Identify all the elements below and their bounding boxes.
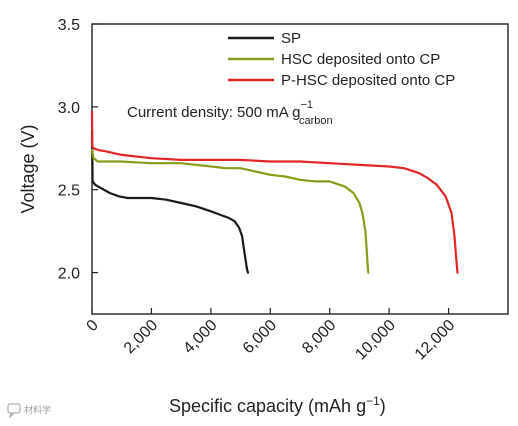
x-axis: 0 2,000 4,000 6,000 8,000 10,000 12,000 [84, 308, 459, 364]
x-axis-title-superscript: −1 [366, 394, 380, 408]
legend-label: SP [281, 30, 301, 47]
y-axis-title: Voltage (V) [18, 124, 38, 213]
x-tick-label: 4,000 [180, 317, 220, 357]
x-tick-label: 12,000 [412, 317, 459, 364]
y-axis: 2.0 2.5 3.0 3.5 [58, 17, 98, 283]
x-axis-title-close: ) [380, 396, 386, 416]
annotation-subscript: carbon [299, 115, 333, 127]
x-tick-label: 8,000 [299, 317, 339, 357]
quote-bubble-icon [7, 403, 21, 419]
x-axis-title: Specific capacity (mAh g−1) [169, 394, 386, 416]
annotation-main: Current density: 500 mA g [127, 104, 300, 121]
series-line-2 [90, 148, 370, 274]
legend-label: P-HSC deposited onto CP [281, 72, 455, 89]
x-tick-label: 2,000 [121, 317, 161, 357]
watermark-text: 材料学 [24, 404, 51, 416]
x-tick-label: 6,000 [240, 317, 280, 357]
series-line-3 [90, 110, 459, 274]
series-line-1 [90, 129, 250, 274]
watermark: 材料学 [7, 403, 51, 419]
y-tick-label: 2.5 [58, 183, 80, 200]
series-group [90, 110, 459, 274]
legend-label: HSC deposited onto CP [281, 51, 440, 68]
x-axis-title-main: Specific capacity (mAh g [169, 396, 366, 416]
current-density-annotation: Current density: 500 mA g−1 carbon [127, 99, 333, 127]
x-tick-label: 0 [84, 317, 102, 335]
y-tick-label: 2.0 [58, 266, 80, 283]
legend: SP HSC deposited onto CP P-HSC deposited o… [228, 30, 455, 89]
y-tick-label: 3.5 [58, 17, 80, 34]
x-tick-label: 10,000 [352, 317, 399, 364]
y-tick-label: 3.0 [58, 100, 80, 117]
annotation-superscript: −1 [300, 99, 313, 111]
